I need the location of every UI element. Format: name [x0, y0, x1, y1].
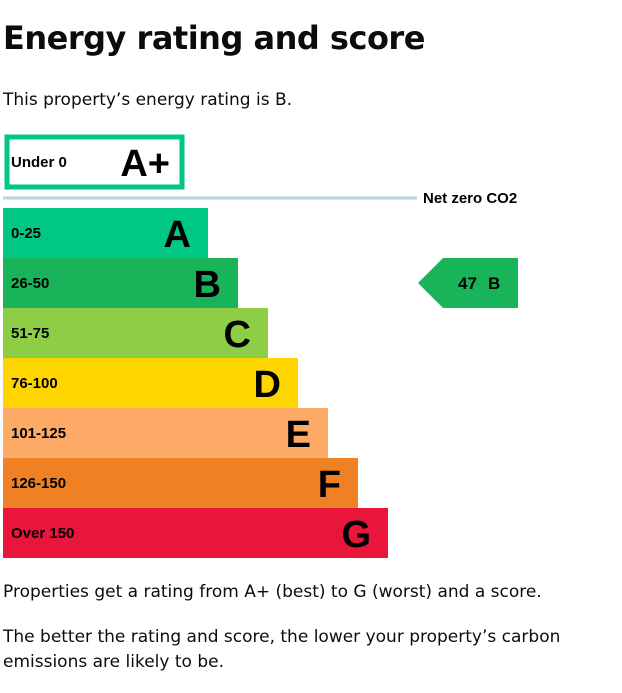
band-range-label-e: 101-125 [11, 425, 66, 442]
band-bar-b [3, 258, 238, 308]
page-title: Energy rating and score [3, 19, 425, 57]
current-rating-arrow [418, 258, 518, 308]
band-range-label-b: 26-50 [11, 275, 49, 292]
band-letter-c: C [224, 314, 251, 356]
energy-rating-chart: Under 0 A+ Net zero CO2 0-25 A 26-50 B 51-75 C 76… [3, 134, 518, 558]
band-bar-g [3, 508, 388, 558]
band-range-label-c: 51-75 [11, 325, 49, 342]
band-range-label-f: 126-150 [11, 475, 66, 492]
carbon-emissions-text: The better the rating and score, the low… [3, 627, 561, 672]
band-bar-a [3, 208, 208, 258]
band-letter-f: F [318, 464, 341, 506]
band-bar-d [3, 358, 298, 408]
band-bar-c [3, 308, 268, 358]
net-zero-label: Net zero CO2 [423, 190, 517, 207]
current-rating-score: 47 [458, 274, 477, 293]
band-range-label-g: Over 150 [11, 525, 74, 542]
band-range-label-d: 76-100 [11, 375, 58, 392]
band-bar-f [3, 458, 358, 508]
band-letter-b: B [194, 264, 221, 306]
current-rating-band: B [488, 274, 500, 293]
band-letter-d: D [254, 364, 281, 406]
band-bar-e [3, 408, 328, 458]
band-letter-e: E [286, 414, 311, 456]
rating-explanation-text: Properties get a rating from A+ (best) t… [3, 582, 542, 602]
band-range-label-a-plus: Under 0 [11, 154, 67, 171]
band-letter-a-plus: A+ [120, 143, 170, 185]
band-range-label-a: 0-25 [11, 225, 41, 242]
band-letter-g: G [341, 514, 371, 556]
net-zero-band-box [4, 134, 185, 190]
rating-intro-text: This property’s energy rating is B. [3, 90, 293, 110]
band-letter-a: A [164, 214, 191, 256]
